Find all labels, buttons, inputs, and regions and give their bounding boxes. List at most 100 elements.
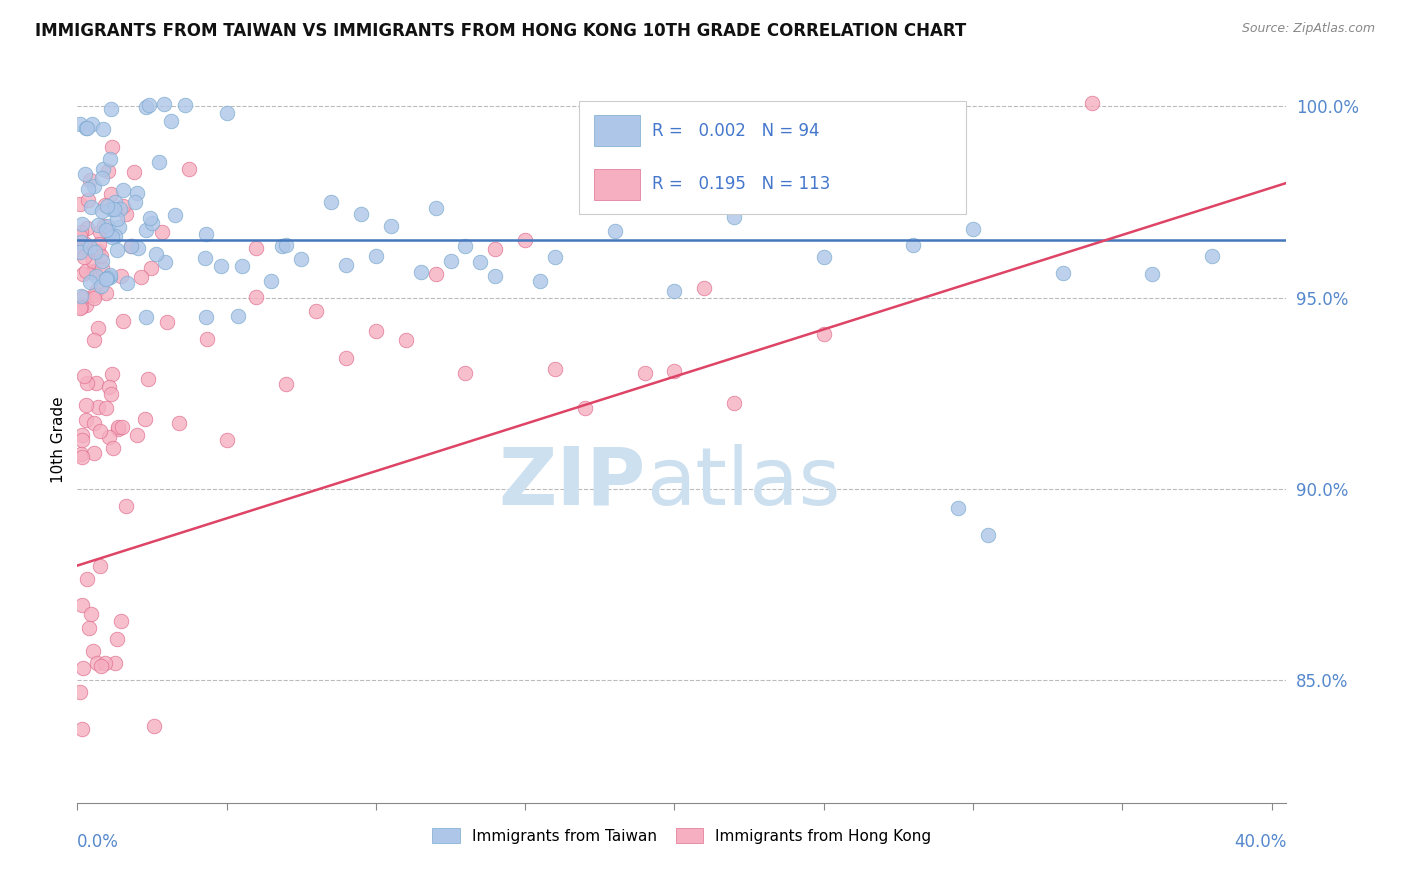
Point <box>70 235 93 250</box>
Point <box>335 258 357 272</box>
Point <box>89 236 111 251</box>
Point <box>73 167 96 181</box>
Point <box>125 186 148 200</box>
Point <box>179 161 201 176</box>
Point <box>120 239 142 253</box>
Point <box>100 187 122 202</box>
Point <box>141 216 163 230</box>
Point <box>409 265 432 279</box>
Point <box>544 362 567 376</box>
Point <box>115 499 138 513</box>
Point <box>75 413 97 427</box>
Point <box>145 246 167 260</box>
Point <box>319 195 342 210</box>
Point <box>72 722 94 736</box>
Point <box>96 199 118 213</box>
Point <box>70 450 93 464</box>
Point <box>903 238 925 252</box>
Point <box>664 364 686 378</box>
Point <box>160 113 183 128</box>
Point <box>122 165 145 179</box>
Point <box>80 607 103 622</box>
Point <box>139 261 162 276</box>
Point <box>94 272 117 286</box>
Point <box>77 621 100 635</box>
Point <box>574 401 596 416</box>
Point <box>70 300 93 314</box>
Point <box>165 208 187 222</box>
Point <box>69 117 91 131</box>
Point <box>83 291 105 305</box>
Point <box>75 298 97 312</box>
Point <box>139 211 162 226</box>
Point <box>91 170 114 185</box>
Point <box>77 181 100 195</box>
Point <box>83 416 105 430</box>
Point <box>276 238 298 252</box>
Point <box>86 218 108 232</box>
Point <box>70 225 93 239</box>
Point <box>173 97 195 112</box>
Point <box>72 433 94 447</box>
Text: atlas: atlas <box>645 444 839 522</box>
Point <box>134 411 156 425</box>
Point <box>94 198 117 212</box>
Point <box>69 196 91 211</box>
Point <box>110 614 132 628</box>
Point <box>380 219 402 233</box>
Point <box>94 223 117 237</box>
Point <box>101 230 124 244</box>
Point <box>70 427 93 442</box>
Point <box>82 254 104 268</box>
Point <box>603 223 626 237</box>
Point <box>90 278 112 293</box>
Point <box>80 200 103 214</box>
Point <box>135 223 157 237</box>
Point <box>82 644 104 658</box>
Text: R =   0.002   N = 94: R = 0.002 N = 94 <box>652 121 820 139</box>
Point <box>80 243 103 257</box>
Point <box>93 219 115 233</box>
Point <box>76 572 98 586</box>
Point <box>111 420 134 434</box>
Point <box>108 220 131 235</box>
Point <box>276 376 298 391</box>
Point <box>231 259 253 273</box>
Point <box>111 199 134 213</box>
Point <box>79 275 101 289</box>
Text: 0.0%: 0.0% <box>77 833 120 851</box>
Point <box>633 366 655 380</box>
Point <box>72 290 94 304</box>
Point <box>148 155 170 169</box>
Point <box>69 236 91 251</box>
Point <box>470 255 492 269</box>
Point <box>395 333 418 347</box>
Point <box>1140 267 1163 281</box>
Point <box>96 270 118 285</box>
Point <box>544 250 567 264</box>
Point <box>94 286 117 301</box>
Text: 40.0%: 40.0% <box>1234 833 1286 851</box>
Point <box>75 264 97 278</box>
Point <box>138 97 160 112</box>
Point <box>100 102 122 116</box>
Point <box>260 274 283 288</box>
Point <box>90 249 112 263</box>
Point <box>813 250 835 264</box>
Point <box>105 632 128 646</box>
Point <box>124 195 146 210</box>
Point <box>69 301 91 315</box>
Point <box>454 366 477 380</box>
Point <box>90 261 112 276</box>
Point <box>70 289 93 303</box>
Point <box>484 242 506 256</box>
Point <box>107 420 129 434</box>
Point <box>195 332 218 346</box>
Point <box>84 268 107 283</box>
Point <box>70 598 93 612</box>
Point <box>83 333 105 347</box>
Point <box>271 239 294 253</box>
Point <box>86 244 108 258</box>
Point <box>135 310 157 324</box>
Point <box>105 212 128 227</box>
